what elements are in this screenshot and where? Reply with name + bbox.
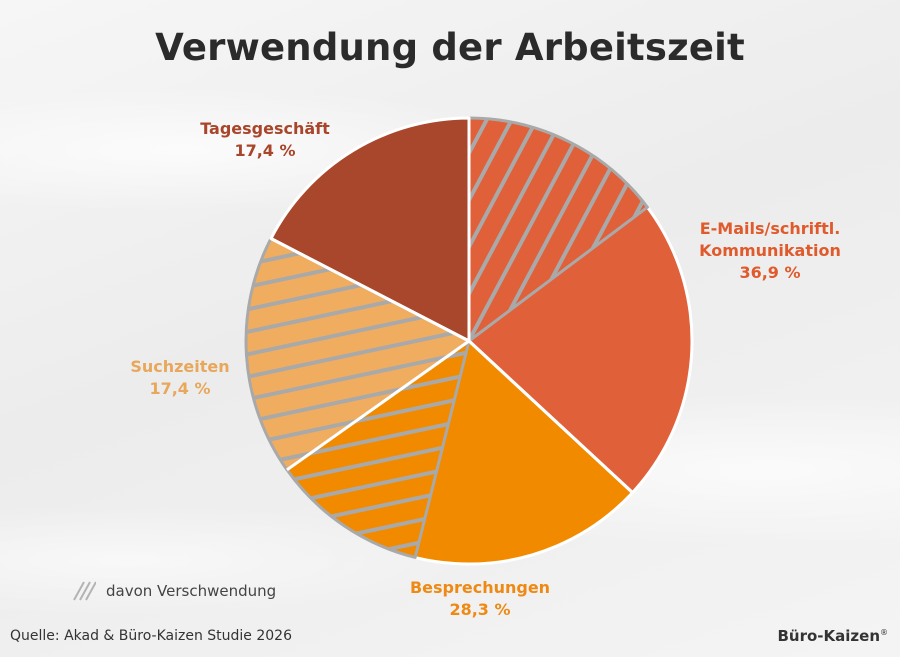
label-tagesgeschaeft-name: Tagesgeschäft bbox=[200, 119, 330, 138]
slice-separator-3 bbox=[270, 237, 470, 343]
source-note: Quelle: Akad & Büro-Kaizen Studie 2026 bbox=[10, 628, 292, 644]
label-suchzeiten-name: Suchzeiten bbox=[130, 357, 230, 376]
label-tagesgeschaeft: Tagesgeschäft 17,4 % bbox=[190, 118, 340, 162]
label-email-name-1: E-Mails/schriftl. bbox=[699, 219, 841, 238]
pie-slice-0-waste bbox=[467, 116, 649, 343]
slice-separator-1 bbox=[467, 339, 634, 494]
label-suchzeiten-value: 17,4 % bbox=[149, 379, 211, 398]
legend: davon Verschwendung bbox=[72, 579, 276, 603]
label-email-value: 36,9 % bbox=[739, 263, 801, 282]
pie-slice-2-waste bbox=[244, 237, 471, 472]
hatch-legend-icon bbox=[73, 581, 96, 601]
label-besprechungen: Besprechungen 28,3 % bbox=[395, 577, 565, 621]
label-tagesgeschaeft-value: 17,4 % bbox=[234, 141, 296, 160]
chart-title: Verwendung der Arbeitszeit bbox=[155, 26, 745, 69]
label-besprechungen-value: 28,3 % bbox=[449, 600, 511, 619]
pie-slice-3 bbox=[269, 116, 471, 343]
label-suchzeiten: Suchzeiten 17,4 % bbox=[110, 356, 250, 400]
label-besprechungen-name: Besprechungen bbox=[409, 578, 551, 597]
label-email: E-Mails/schriftl. Kommunikation 36,9 % bbox=[690, 218, 850, 284]
label-email-name-2: Kommunikation bbox=[699, 241, 841, 260]
brand-logo: Büro-Kaizen® bbox=[777, 627, 888, 645]
slice-separator-2 bbox=[286, 339, 470, 472]
brand-name: Büro-Kaizen bbox=[777, 627, 880, 645]
brand-mark: ® bbox=[880, 628, 888, 637]
legend-label: davon Verschwendung bbox=[106, 582, 277, 600]
pie-slice-1-waste bbox=[285, 339, 471, 559]
